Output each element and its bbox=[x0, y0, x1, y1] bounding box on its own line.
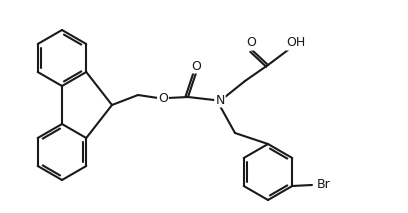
Text: O: O bbox=[158, 92, 168, 105]
Text: Br: Br bbox=[317, 178, 331, 191]
Text: O: O bbox=[246, 36, 256, 49]
Text: O: O bbox=[191, 59, 201, 72]
Text: OH: OH bbox=[286, 36, 306, 49]
Text: N: N bbox=[215, 94, 225, 106]
